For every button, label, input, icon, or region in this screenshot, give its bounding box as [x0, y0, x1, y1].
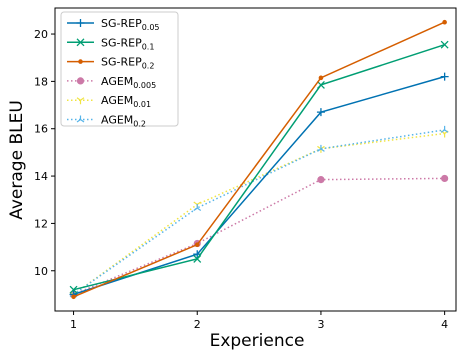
x-tick-label: 1	[70, 318, 77, 331]
legend: SG-REP0.05 SG-REP0.1 SG-REP0.2 AGEM0.005 AGE…	[60, 11, 179, 129]
data-point	[69, 285, 78, 294]
y-tick-label: 20	[34, 28, 48, 41]
data-point	[442, 19, 447, 25]
x-tick-label: 3	[317, 318, 324, 331]
x-tick-label: 4	[441, 318, 448, 331]
y-tick-label: 12	[34, 217, 48, 230]
legend-marker	[76, 115, 85, 123]
data-point	[318, 75, 324, 81]
legend-marker	[76, 97, 85, 105]
data-point	[316, 80, 325, 89]
series-line	[73, 132, 445, 296]
legend-label: AGEM0.2	[101, 114, 146, 129]
legend-marker	[76, 38, 85, 47]
legend-marker	[76, 77, 85, 85]
legend-marker	[76, 19, 85, 27]
data-point	[317, 176, 325, 184]
data-point	[440, 40, 449, 49]
data-point	[194, 242, 200, 248]
data-point	[440, 125, 449, 133]
x-tick-label: 2	[194, 318, 201, 331]
series-line	[73, 43, 445, 291]
legend-marker	[78, 59, 83, 64]
data-point	[71, 294, 76, 300]
plot-layer	[69, 19, 449, 300]
x-axis-label: Experience	[210, 331, 305, 351]
series-line	[73, 21, 445, 298]
y-tick-label: 10	[34, 265, 48, 278]
y-axis-label: Average BLEU	[7, 100, 27, 220]
data-point	[193, 204, 202, 212]
data-point	[317, 144, 325, 152]
legend-label: SG-REP0.2	[101, 56, 154, 71]
data-point	[316, 108, 325, 117]
series-line	[73, 129, 445, 296]
data-point	[193, 254, 202, 263]
legend-label: AGEM0.005	[101, 75, 156, 90]
y-tick-label: 18	[34, 75, 48, 88]
legend-label: SG-REP0.1	[101, 36, 154, 51]
data-point	[440, 72, 449, 81]
plot-frame	[54, 7, 457, 312]
legend-box	[60, 11, 179, 127]
y-tick-label: 16	[34, 123, 48, 136]
legend-label: AGEM0.01	[101, 94, 151, 109]
data-point	[441, 174, 449, 183]
legend-label: SG-REP0.05	[101, 17, 160, 32]
y-tick-label: 14	[34, 170, 48, 183]
